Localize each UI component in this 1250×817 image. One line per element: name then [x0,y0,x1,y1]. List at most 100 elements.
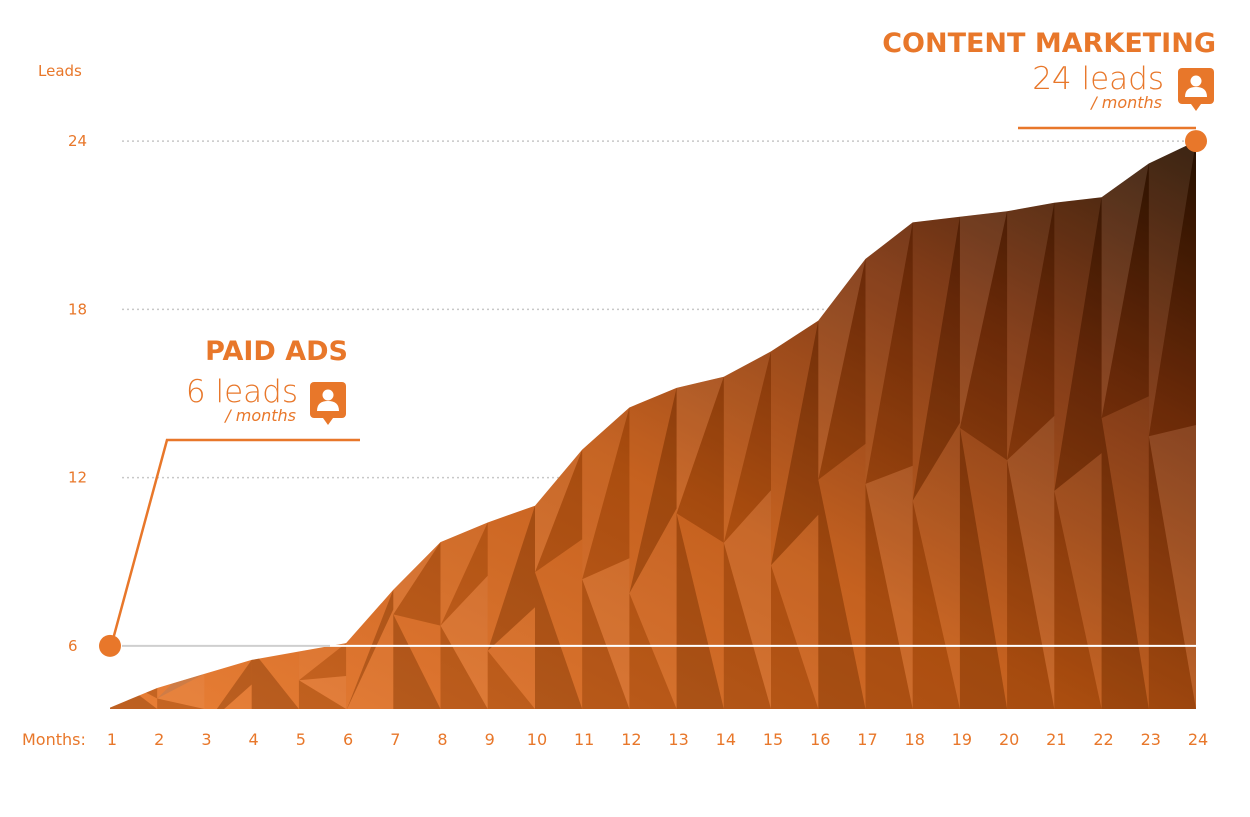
area-facet [771,320,819,566]
x-tick-label: 17 [857,730,877,749]
area-facet [582,579,630,709]
area-facet [440,575,488,709]
x-tick-label: 20 [999,730,1019,749]
area-facet [912,500,960,709]
x-tick-label: 23 [1141,730,1161,749]
highlight-marker [99,634,121,657]
area-facet [959,211,1008,461]
area-facet [1054,197,1102,491]
x-tick-label: 7 [390,730,400,749]
paid-ads-unit: / months [223,406,296,425]
x-tick-label: 24 [1188,730,1208,749]
paid-ads-leader-line [110,438,360,644]
area-facet [1148,141,1196,437]
area-facet [393,614,441,709]
content-marketing-callout: CONTENT MARKETING 24 leads / months [882,28,1216,130]
area-facet [204,659,252,710]
area-facet [393,542,441,615]
paid-ads-value: 6 leads [186,374,298,410]
area-facet [1101,396,1149,709]
area-facet [723,542,771,709]
y-tick-label: 6 [68,637,78,655]
content-marketing-unit: / months [1089,93,1162,112]
area-facet [346,589,394,710]
paid-ads-callout: PAID ADS 6 leads / months [110,336,360,644]
area-facet [487,505,535,651]
x-tick-label: 3 [201,730,211,749]
area-facet [346,609,394,710]
x-tick-label: 9 [485,730,495,749]
x-tick-label: 5 [296,730,306,749]
x-tick-label: 14 [716,730,736,749]
content-marketing-value: 24 leads [1032,61,1164,97]
area-facet [298,680,347,709]
x-axis-label: Months: [22,730,86,749]
x-tick-label: 16 [810,730,830,749]
area-facet [298,676,347,709]
area-facet [204,709,252,710]
area-facet [298,643,347,681]
x-tick-label: 1 [107,730,117,749]
area-facet [771,565,819,709]
area-facet [629,508,677,709]
x-tick-label: 6 [343,730,353,749]
area-facet [629,593,677,709]
y-axis-label: Leads [38,62,82,80]
area-facet [1054,197,1102,491]
x-tick-label: 12 [621,730,641,749]
area-facet [912,422,960,709]
area-facet [1101,163,1149,419]
area-facet [393,542,441,626]
area-facet [818,479,866,709]
area-facet [535,539,583,709]
area-series [110,141,1196,710]
user-icon [310,382,346,425]
area-facet [298,643,347,681]
x-tick-label: 8 [437,730,447,749]
area-facet [771,514,819,709]
area-facet [440,625,488,709]
area-facet [1148,436,1196,709]
area-facet [1007,415,1055,709]
area-facet [959,211,1008,428]
area-facet [157,673,205,699]
area-facet [771,320,819,566]
area-facet [1148,425,1196,709]
area-facet [110,673,158,699]
area-facet [1101,418,1149,709]
area-facet [487,505,535,651]
x-tick-label: 10 [527,730,547,749]
y-tick-label: 18 [68,300,87,318]
area-facet [865,222,913,484]
x-tick-label: 18 [905,730,925,749]
area-facet [865,222,913,484]
area-facet [487,607,535,709]
x-tick-label: 13 [668,730,688,749]
area-facet [723,351,771,543]
area-facet [629,387,677,594]
area-facet [582,558,630,709]
area-facet [629,387,677,594]
x-tick-label: 4 [249,730,259,749]
x-tick-label: 2 [154,730,164,749]
area-facet [676,376,724,543]
area-fill [110,141,1196,710]
area-facet [487,650,535,709]
y-tick-label: 12 [68,469,87,487]
area-facet [346,709,394,710]
area-facet [440,522,488,626]
area-facet [535,449,583,573]
area-facet [1007,202,1055,461]
area-facet [723,490,771,709]
area-facet [912,216,960,501]
area-facet [157,698,205,709]
area-facet [1054,490,1102,709]
area-facet [346,589,394,710]
area-facet [251,649,299,709]
area-facet [959,427,1008,709]
area-facet [204,659,252,710]
paid-ads-title: PAID ADS [205,336,348,367]
area-facet [440,522,488,626]
user-icon [1178,68,1214,111]
area-facet [818,258,866,480]
